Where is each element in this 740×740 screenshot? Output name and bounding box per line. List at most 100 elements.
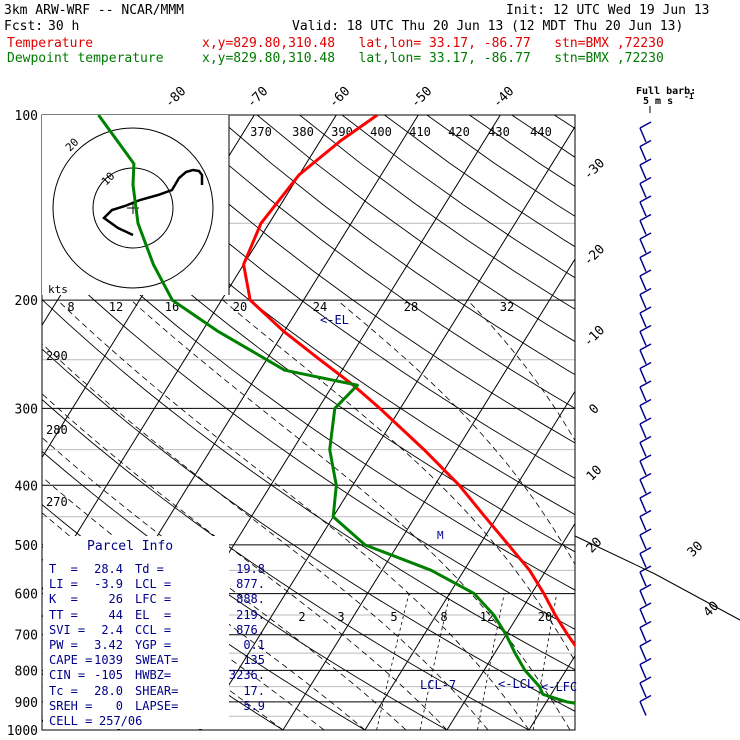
parcel-info-key: LCL =	[135, 577, 172, 592]
wind-barb	[639, 232, 652, 254]
isotherm-line	[364, 390, 575, 730]
theta-e-label: 410	[409, 125, 431, 139]
barb-key-exponent: -1	[684, 92, 694, 101]
parcel-info-key: YGP =	[135, 637, 172, 652]
wind-barb	[639, 361, 652, 383]
wind-barb	[639, 121, 652, 143]
mixing-ratio-label: 2	[298, 610, 305, 624]
barb-staff	[639, 534, 647, 550]
barb-staff	[639, 220, 647, 235]
barb-staff	[639, 201, 647, 217]
speed-tick-label: 28	[404, 300, 418, 314]
parcel-info-key: Tc =	[49, 683, 78, 698]
isotherm-line	[282, 258, 575, 730]
barb-flag	[639, 639, 652, 647]
parcel-info-row: SREH = 0 LAPSE= 5.9	[49, 698, 265, 714]
parcel-info-key: LFC =	[135, 592, 172, 607]
theta-e-label: 400	[370, 125, 392, 139]
dry-adiabat-line	[42, 348, 575, 712]
parcel-info-value: 0	[115, 698, 123, 713]
barb-flag	[639, 176, 652, 185]
dry-adiabat-line	[384, 115, 575, 248]
dry-adiabat-line	[42, 398, 530, 730]
parcel-info-row: SVI = 2.4 CCL = 876.	[49, 622, 265, 638]
hodograph-trace	[102, 168, 204, 237]
parcel-info-key: SVI =	[49, 622, 86, 637]
moist-adiabat-line	[42, 546, 284, 730]
speed-tick-label: 8	[67, 300, 74, 314]
moist-adiabat-line	[681, 300, 740, 730]
pressure-tick-label: 1000	[7, 724, 38, 739]
barb-flag	[639, 417, 652, 425]
barb-flag	[639, 158, 652, 166]
hodograph-unit-label: kts	[48, 283, 68, 296]
barb-flag	[639, 676, 652, 684]
init-time: Init: 12 UTC Wed 19 Jun 13	[506, 3, 710, 18]
barb-staff	[639, 664, 647, 679]
barb-staff	[639, 516, 647, 531]
parcel-info-value: 28.0	[94, 683, 123, 698]
wind-barb	[639, 583, 652, 605]
el-annotation: <-EL	[320, 313, 349, 327]
temperature-location: x,y=829.80,310.48 lat,lon= 33.17, -86.77…	[202, 36, 664, 51]
barb-staff	[639, 127, 647, 143]
barb-flag	[639, 195, 652, 203]
barb-flag	[639, 287, 652, 296]
parcel-info-key: SWEAT=	[135, 653, 179, 668]
barb-staff	[639, 645, 647, 661]
wind-barb	[639, 269, 652, 291]
isotherm-label: -60	[326, 84, 353, 111]
parcel-info-value: 1039	[94, 653, 123, 668]
lcl-annotation: LCL-7	[420, 678, 456, 692]
isotherm-label: -80	[162, 84, 189, 111]
barb-staff	[639, 294, 647, 309]
parcel-info-value: 877.	[236, 577, 265, 592]
plot-border	[41, 114, 576, 731]
barb-staff	[639, 701, 647, 716]
temperature-profile	[242, 115, 575, 648]
parcel-info-box: Parcel Info T = 28.4 Td = 19.8 LI = -3.9 LCL =…	[43, 536, 265, 729]
parcel-info-title: Parcel Info	[87, 539, 174, 554]
wind-barb	[639, 195, 652, 217]
barb-flag	[639, 232, 652, 240]
moist-adiabat-line	[130, 299, 571, 730]
valid-time: Valid: 18 UTC Thu 20 Jun 13 (12 MDT Thu …	[292, 19, 684, 34]
mixing-ratio-line	[650, 594, 667, 730]
dewpoint-location: x,y=829.80,310.48 lat,lon= 33.17, -86.77…	[202, 51, 664, 66]
dry-adiabat-line	[511, 115, 575, 158]
barb-flag	[639, 213, 652, 222]
speed-tick-label: 32	[500, 300, 514, 314]
wind-barb	[639, 694, 652, 716]
barb-flag	[639, 620, 652, 629]
isotherm-line	[200, 125, 575, 730]
wind-barb	[639, 250, 652, 272]
dewpoint-legend-label: Dewpoint temperature	[7, 51, 164, 66]
pressure-tick-label: 900	[15, 696, 38, 711]
isotherm-label: 10	[584, 463, 606, 485]
barb-flag	[639, 121, 652, 129]
parcel-info-key: LI =	[49, 577, 78, 592]
isotherm-label: -40	[490, 84, 517, 111]
barb-staff	[639, 608, 647, 624]
speed-tick-label: 24	[313, 300, 327, 314]
parcel-info-value: 0.1	[243, 637, 265, 652]
barb-flag	[639, 657, 652, 666]
parcel-info-row: TT = 44 EL = 219.	[49, 608, 265, 623]
wind-barb	[639, 417, 652, 439]
isotherm-label: 30	[685, 539, 707, 561]
parcel-info-row: CAPE = 1039 SWEAT= 135	[49, 653, 265, 668]
wind-barb	[639, 454, 652, 476]
dry-adiabat-line	[87, 115, 575, 479]
dry-adiabat-line	[42, 203, 575, 591]
barb-flag	[639, 269, 652, 277]
isotherm-label: -50	[408, 84, 435, 111]
moist-adiabat-line	[222, 299, 575, 663]
parcel-info-key: CELL =	[49, 713, 93, 728]
speed-tick-label: 20	[233, 300, 247, 314]
barb-staff	[639, 497, 647, 513]
barb-staff	[639, 349, 647, 365]
barb-staff	[639, 571, 647, 587]
barb-staff	[639, 331, 647, 346]
wind-barb	[639, 139, 652, 161]
wind-barb	[639, 398, 652, 420]
